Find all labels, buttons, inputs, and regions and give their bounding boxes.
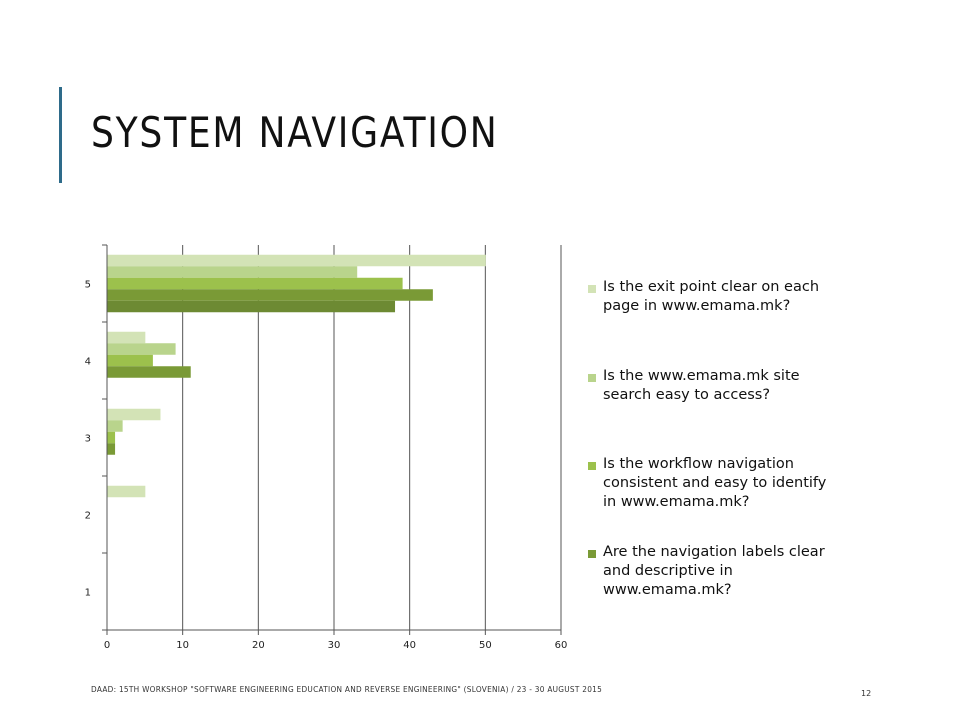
footer-text: DAAD: 15TH WORKSHOP "SOFTWARE ENGINEERIN…: [91, 685, 603, 694]
y-tick-label: 2: [85, 511, 91, 522]
y-tick-label: 4: [85, 357, 91, 368]
x-tick-label: 30: [328, 640, 341, 651]
legend-swatch: [588, 462, 596, 470]
x-tick-label: 50: [479, 640, 492, 651]
x-tick-label: 40: [403, 640, 416, 651]
title-accent-bar: [59, 87, 62, 183]
x-tick-label: 20: [252, 640, 265, 651]
legend-label: Is the www.emama.mk site search easy to …: [603, 368, 800, 403]
legend-swatch: [588, 285, 596, 293]
legend-label: Is the workflow navigation consistent an…: [603, 456, 827, 510]
bar: [107, 420, 123, 432]
bar: [107, 300, 396, 313]
bar: [107, 277, 403, 290]
bar: [107, 443, 116, 455]
bar: [107, 254, 486, 267]
bar: [107, 485, 146, 498]
x-tick-label: 10: [176, 640, 189, 651]
y-tick-label: 5: [85, 280, 91, 291]
bar: [107, 266, 358, 278]
bar: [107, 408, 161, 421]
legend-label: Are the navigation labels clear and desc…: [603, 544, 825, 598]
bar: [107, 431, 116, 444]
x-tick-label: 60: [555, 640, 568, 651]
bar: [107, 331, 146, 344]
legend-swatch: [588, 374, 596, 382]
page-title: SYSTEM NAVIGATION: [91, 108, 499, 157]
y-tick-label: 3: [85, 434, 91, 445]
bar: [107, 343, 176, 355]
x-tick-label: 0: [104, 640, 110, 651]
legend-swatch: [588, 550, 596, 558]
bar: [107, 354, 153, 367]
legend-label: Is the exit point clear on each page in …: [603, 279, 820, 314]
y-tick-label: 1: [85, 588, 91, 599]
page-number: 12: [861, 689, 872, 698]
bar: [107, 366, 191, 378]
bar: [107, 289, 433, 301]
